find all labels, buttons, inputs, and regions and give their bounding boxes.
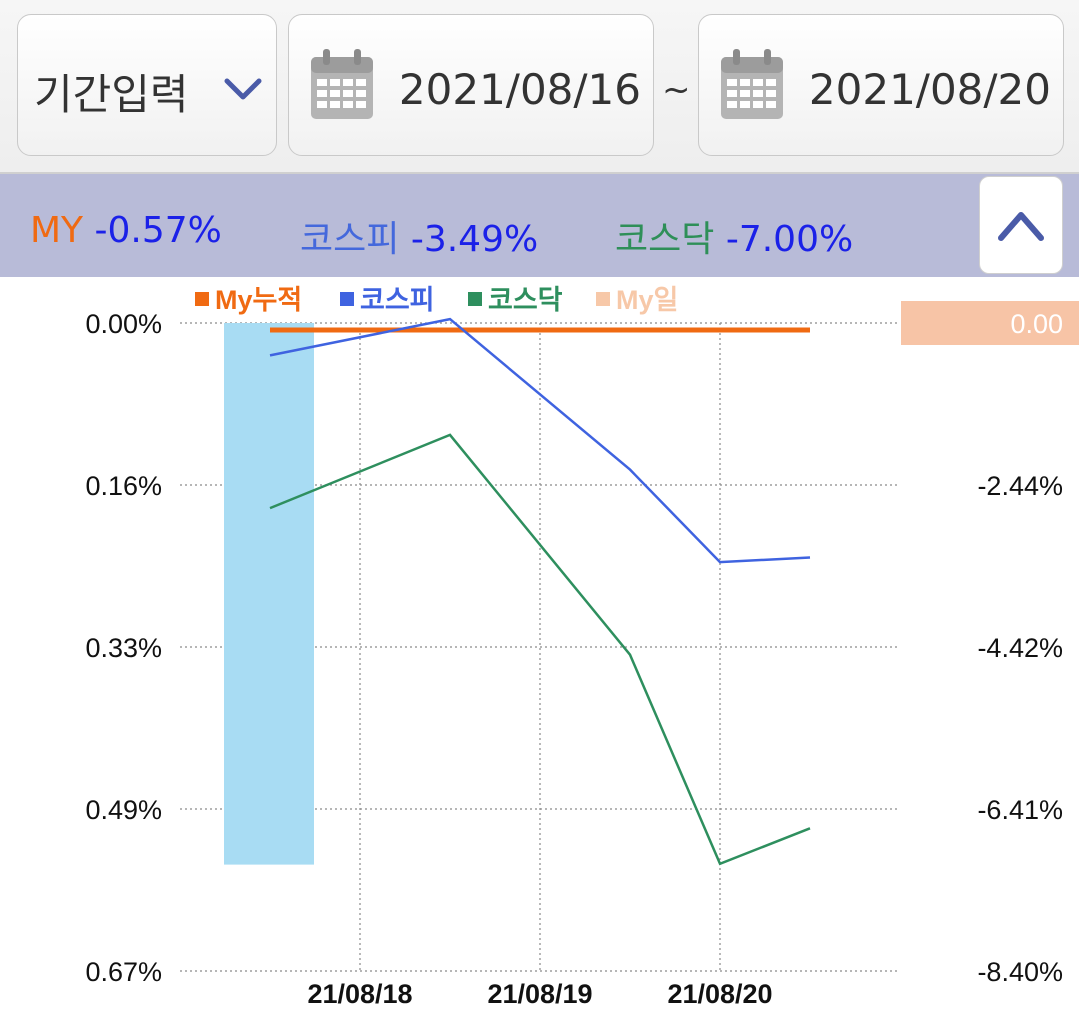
series-line-kospi [269, 317, 811, 564]
kosdaq-label: 코스닥 [615, 219, 715, 260]
y-axis-left-tick-label: 0.16% [85, 471, 162, 501]
legend-swatch [596, 292, 610, 306]
legend-swatch [340, 292, 354, 306]
y-axis-right-tick-label: -6.41% [977, 795, 1063, 825]
calendar-icon [311, 49, 373, 119]
y-axis-left-tick-label: 0.67% [85, 957, 162, 987]
return-chart: 0.00% 0.16% 0.33% 0.49% 0.67% -2.44% -4.42% -6.… [0, 277, 1079, 1015]
y-axis-left-tick-label: 0.49% [85, 795, 162, 825]
period-toolbar: 기간입력 2021/08/16 ~ [0, 0, 1079, 174]
my-label: MY [30, 210, 84, 251]
my-return-summary: MY -0.57% [30, 210, 222, 251]
calendar-icon [721, 49, 783, 119]
x-axis-tick-label: 21/08/20 [667, 979, 772, 1009]
x-axis-tick-label: 21/08/19 [487, 979, 592, 1009]
legend-label: My일 [616, 285, 678, 315]
kospi-label: 코스피 [300, 219, 400, 260]
kosdaq-return-summary: 코스닥 -7.00% [615, 210, 853, 262]
kospi-return-summary: 코스피 -3.49% [300, 210, 538, 262]
start-date-value: 2021/08/16 [398, 65, 641, 114]
legend-label: 코스피 [360, 285, 435, 315]
chevron-down-icon [224, 78, 262, 100]
y-axis-right-tick-label: -4.42% [977, 633, 1063, 663]
my-return-value: -0.57% [94, 210, 222, 251]
end-date-value: 2021/08/20 [808, 65, 1051, 114]
y-axis-left-tick-label: 0.00% [85, 309, 162, 339]
date-range-separator: ~ [662, 70, 691, 110]
kosdaq-return-value: -7.00% [725, 219, 854, 260]
legend-swatch [195, 292, 209, 306]
y-axis-left-tick-label: 0.33% [85, 633, 162, 663]
current-value-badge [901, 301, 1079, 345]
legend-label: My누적 [215, 285, 302, 315]
series-line-kosdaq [269, 433, 811, 866]
chevron-up-icon [998, 212, 1044, 241]
x-axis-tick-label: 21/08/18 [307, 979, 412, 1009]
period-label: 기간입력 [34, 70, 189, 119]
y-axis-right-tick-label: -8.40% [977, 957, 1063, 987]
chart-svg: 0.00% 0.16% 0.33% 0.49% 0.67% -2.44% -4.42% -6.… [85, 285, 1079, 1009]
kospi-return-value: -3.49% [410, 219, 539, 260]
period-select[interactable]: 기간입력 [17, 14, 277, 156]
bar-my-daily [224, 323, 314, 865]
legend-swatch [468, 292, 482, 306]
current-value-badge-text: 0.00 [1010, 309, 1063, 339]
start-date-field[interactable]: 2021/08/16 [288, 14, 654, 156]
legend-label: 코스닥 [488, 285, 563, 315]
collapse-button[interactable] [979, 176, 1063, 274]
return-summary-bar: MY -0.57% 코스피 -3.49% 코스닥 -7.00% [0, 174, 1079, 277]
y-axis-right-tick-label: -2.44% [977, 471, 1063, 501]
end-date-field[interactable]: 2021/08/20 [698, 14, 1064, 156]
